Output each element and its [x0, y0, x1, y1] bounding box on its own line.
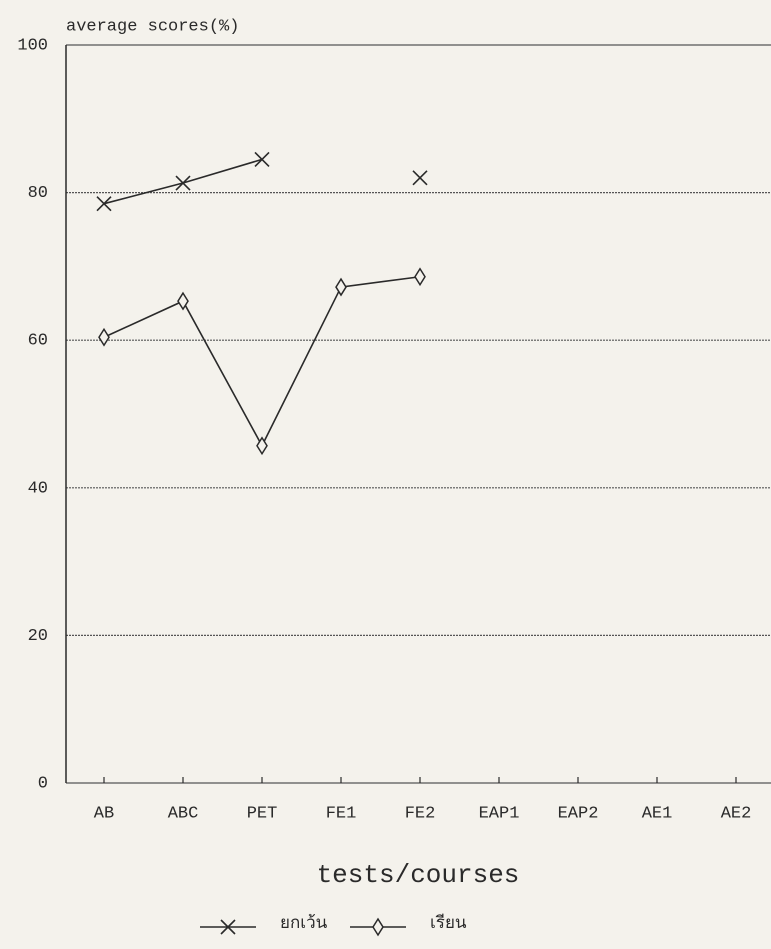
marker — [412, 170, 428, 186]
legend-item: ยกเว้น — [200, 913, 328, 935]
series-line — [104, 159, 420, 203]
y-tick-label: 0 — [38, 774, 48, 793]
x-tick-label: FE2 — [405, 804, 436, 823]
x-tick-label: ABC — [168, 804, 199, 823]
marker — [254, 151, 270, 167]
x-tick-label: PET — [247, 804, 278, 823]
legend-marker — [372, 917, 384, 937]
marker — [98, 327, 110, 347]
marker — [96, 196, 112, 212]
marker — [177, 291, 189, 311]
y-tick-label: 40 — [28, 479, 48, 498]
x-tick-label: EAP2 — [558, 804, 599, 823]
series-line — [103, 275, 421, 448]
marker — [414, 267, 426, 287]
chart-title: average scores(%) — [66, 17, 239, 36]
marker — [335, 277, 347, 297]
x-tick-label: EAP1 — [479, 804, 520, 823]
legend-label: ยกเว้น — [280, 913, 328, 933]
legend-label: เรียน — [430, 913, 467, 933]
x-axis-label: tests/courses — [317, 860, 520, 890]
y-tick-label: 20 — [28, 627, 48, 646]
legend-marker — [220, 919, 236, 935]
x-tick-label: AE2 — [721, 804, 752, 823]
marker — [175, 175, 191, 191]
marker — [256, 436, 268, 456]
x-tick-label: AE1 — [642, 804, 673, 823]
x-tick-label: AB — [94, 804, 114, 823]
y-tick-label: 60 — [28, 332, 48, 351]
legend-item: เรียน — [350, 913, 467, 937]
x-tick-label: FE1 — [326, 804, 357, 823]
y-tick-label: 80 — [28, 184, 48, 203]
y-tick-label: 100 — [17, 36, 48, 55]
